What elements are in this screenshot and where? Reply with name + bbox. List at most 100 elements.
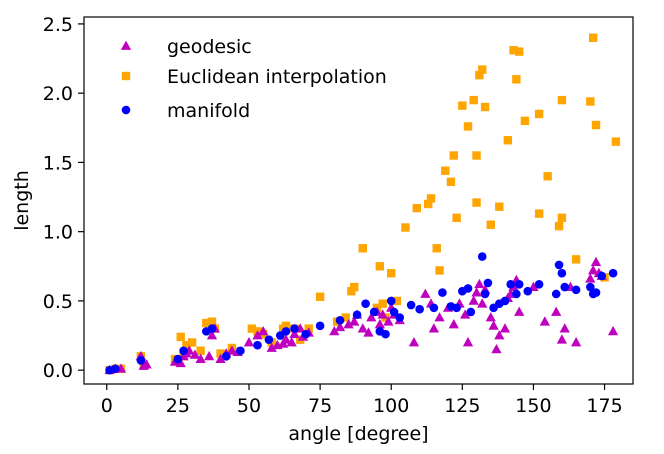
point-manifold-10 <box>264 335 274 344</box>
point-manifold-40 <box>506 279 515 289</box>
point-euclidean-interpolation-56 <box>495 202 504 211</box>
point-geodesic-59 <box>474 278 485 289</box>
point-geodesic-62 <box>485 312 496 322</box>
point-euclidean-interpolation-41 <box>432 244 441 253</box>
point-manifold-39 <box>500 296 510 306</box>
point-manifold-43 <box>523 286 533 296</box>
point-geodesic-73 <box>539 316 550 326</box>
point-geodesic-76 <box>559 323 570 333</box>
point-manifold-30 <box>452 303 461 313</box>
point-geodesic-74 <box>551 306 562 316</box>
point-euclidean-interpolation-46 <box>452 213 461 223</box>
point-manifold-42 <box>514 279 524 289</box>
point-manifold-9 <box>253 340 262 350</box>
point-euclidean-interpolation-59 <box>512 75 521 84</box>
point-geodesic-48 <box>420 288 431 298</box>
point-geodesic-14 <box>206 330 218 340</box>
legend-label-euclidean-interpolation: Euclidean interpolation <box>167 66 387 88</box>
point-geodesic-84 <box>607 325 619 336</box>
legend: geodesic Euclidean interpolation manifol… <box>120 36 387 122</box>
point-euclidean-interpolation-54 <box>480 102 490 112</box>
point-geodesic-65 <box>494 330 505 340</box>
point-euclidean-interpolation-49 <box>469 95 478 105</box>
legend-marker-euclidean-interpolation <box>121 71 131 81</box>
point-geodesic-56 <box>462 337 474 347</box>
x-axis-label: angle [degree] <box>288 423 428 445</box>
point-euclidean-interpolation-64 <box>543 172 552 181</box>
point-manifold-3 <box>173 354 183 364</box>
point-manifold-16 <box>335 315 345 325</box>
point-geodesic-11 <box>189 349 201 359</box>
point-geodesic-22 <box>258 325 269 336</box>
point-geodesic-47 <box>408 337 420 347</box>
point-geodesic-18 <box>226 345 238 355</box>
point-geodesic-42 <box>377 309 388 319</box>
point-geodesic-71 <box>514 306 525 316</box>
point-euclidean-interpolation-73 <box>611 137 621 146</box>
point-euclidean-interpolation-12 <box>207 317 217 326</box>
point-euclidean-interpolation-37 <box>401 223 410 232</box>
point-euclidean-interpolation-70 <box>588 33 598 42</box>
point-manifold-24 <box>395 313 405 322</box>
point-euclidean-interpolation-61 <box>520 116 530 126</box>
point-euclidean-interpolation-33 <box>378 299 387 308</box>
point-euclidean-interpolation-63 <box>534 209 544 218</box>
legend-entry-euclidean-interpolation: Euclidean interpolation <box>121 66 387 88</box>
y-tick-label: 2.0 <box>43 83 73 105</box>
x-tick-label: 150 <box>515 395 551 417</box>
y-axis: 0.0 0.5 1.0 1.5 2.0 2.5 <box>43 14 84 382</box>
point-manifold-50 <box>586 282 595 292</box>
point-euclidean-interpolation-48 <box>463 122 473 131</box>
x-tick-label: 0 <box>101 395 113 417</box>
point-manifold-54 <box>608 268 618 278</box>
x-tick-label: 75 <box>308 395 332 417</box>
point-euclidean-interpolation-52 <box>475 70 484 80</box>
point-geodesic-79 <box>585 273 596 283</box>
point-euclidean-interpolation-10 <box>196 346 205 355</box>
point-geodesic-7 <box>175 357 186 368</box>
point-euclidean-interpolation-36 <box>392 296 402 306</box>
point-euclidean-interpolation-29 <box>350 282 359 292</box>
y-tick-label: 1.5 <box>43 152 73 174</box>
point-geodesic-63 <box>488 320 499 330</box>
point-geodesic-58 <box>471 287 482 297</box>
point-geodesic-75 <box>556 334 568 344</box>
point-manifold-28 <box>438 288 447 297</box>
point-manifold-27 <box>429 303 439 313</box>
point-geodesic-27 <box>286 337 297 347</box>
point-euclidean-interpolation-51 <box>472 198 481 207</box>
point-geodesic-35 <box>349 316 360 326</box>
x-tick-label: 100 <box>373 395 409 417</box>
point-euclidean-interpolation-32 <box>375 262 385 271</box>
point-euclidean-interpolation-25 <box>315 292 325 301</box>
point-euclidean-interpolation-47 <box>458 101 467 110</box>
point-geodesic-57 <box>468 295 479 305</box>
x-tick-label: 125 <box>444 395 480 417</box>
point-euclidean-interpolation-68 <box>571 255 581 264</box>
legend-marker-geodesic <box>120 40 132 50</box>
point-geodesic-55 <box>460 309 471 319</box>
point-manifold-1 <box>110 364 120 374</box>
point-manifold-36 <box>483 278 493 288</box>
legend-label-geodesic: geodesic <box>167 36 252 58</box>
point-euclidean-interpolation-40 <box>426 194 436 203</box>
point-manifold-12 <box>281 327 291 336</box>
legend-marker-manifold <box>121 105 131 115</box>
point-manifold-45 <box>551 289 561 299</box>
x-tick-label: 25 <box>166 395 190 417</box>
point-geodesic-41 <box>374 319 385 329</box>
point-manifold-33 <box>466 307 476 317</box>
point-manifold-8 <box>236 346 245 356</box>
point-euclidean-interpolation-60 <box>515 47 524 56</box>
point-manifold-2 <box>136 356 146 365</box>
point-geodesic-21 <box>252 330 263 340</box>
point-euclidean-interpolation-45 <box>449 151 458 160</box>
point-euclidean-interpolation-53 <box>478 65 487 74</box>
point-geodesic-64 <box>491 343 502 354</box>
point-manifold-14 <box>301 329 311 339</box>
point-geodesic-26 <box>280 334 292 344</box>
point-geodesic-38 <box>363 327 374 337</box>
point-geodesic-60 <box>477 298 488 308</box>
point-euclidean-interpolation-6 <box>176 332 185 342</box>
